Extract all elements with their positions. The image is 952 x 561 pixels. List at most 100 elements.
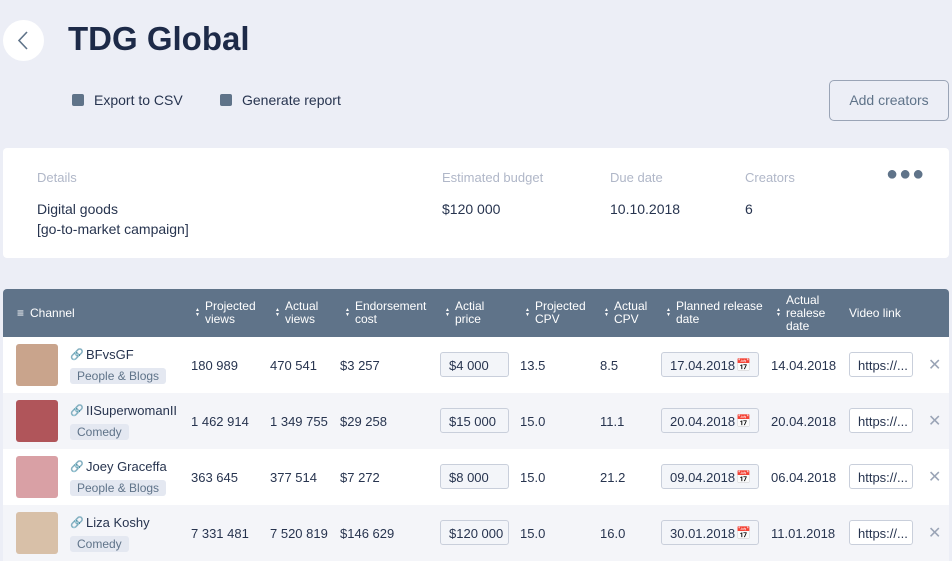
- column-header[interactable]: ▲ ▼ Planned release date: [666, 289, 768, 337]
- details-label: Details: [37, 170, 77, 185]
- channel-name[interactable]: Liza Koshy: [86, 515, 150, 530]
- video-link-input[interactable]: https://...: [849, 464, 913, 489]
- link-icon: 🔗: [70, 461, 84, 473]
- video-link-input[interactable]: https://...: [849, 408, 913, 433]
- column-title: Actual CPV: [613, 299, 648, 326]
- link-icon: 🔗: [70, 405, 84, 417]
- column-title: Actial price: [454, 299, 485, 326]
- column-header[interactable]: ▲ ▼ Actual realese date: [776, 289, 842, 337]
- category-tag-wrap: Comedy: [70, 423, 129, 441]
- actual-release-date: 20.04.2018: [771, 413, 837, 429]
- remove-button[interactable]: ✕: [928, 357, 942, 374]
- projected-cpv: 13.5: [520, 357, 546, 373]
- avatar: [16, 400, 58, 442]
- description-line: [go-to-market campaign]: [37, 221, 189, 237]
- sort-icon: ▲ ▼: [776, 307, 781, 318]
- endorsement-cost: $7 272: [340, 469, 380, 485]
- add-creators-button[interactable]: Add creators: [829, 80, 949, 121]
- channel-name[interactable]: IISuperwomanII: [86, 403, 178, 418]
- column-title: Endorsement cost: [354, 299, 427, 326]
- remove-button[interactable]: ✕: [928, 413, 942, 430]
- category-tag-wrap: People & Blogs: [70, 367, 167, 385]
- column-header[interactable]: ▲ ▼ Actual views: [275, 289, 343, 337]
- sort-icon: ▲ ▼: [345, 307, 350, 318]
- column-header[interactable]: ▲ ▼ Actual CPV: [604, 289, 660, 337]
- generate-report[interactable]: Generate report: [220, 92, 341, 108]
- category-tag: People & Blogs: [70, 368, 167, 384]
- column-title: Actual views: [284, 299, 319, 326]
- projected-views: 180 989: [191, 357, 238, 373]
- category-tag-wrap: People & Blogs: [70, 479, 167, 497]
- column-header[interactable]: ▲ ▼ Projected views: [195, 289, 269, 337]
- projected-views: 1 462 914: [191, 413, 249, 429]
- actual-cpv: 11.1: [600, 413, 625, 429]
- category-tag-wrap: Comedy: [70, 535, 129, 553]
- endorsement-cost: $3 257: [340, 357, 380, 373]
- projected-cpv: 15.0: [520, 525, 546, 541]
- more-menu[interactable]: ●●●: [886, 163, 926, 185]
- projected-cpv: 15.0: [520, 413, 546, 429]
- price-input[interactable]: $8 000: [440, 464, 509, 489]
- date-input[interactable]: 09.04.2018 📅: [661, 464, 759, 489]
- channel-name[interactable]: BFvsGF: [86, 347, 134, 362]
- column-header[interactable]: ▲ ▼ Projected CPV: [525, 289, 597, 337]
- description: Digital goods [go-to-market campaign]: [37, 199, 189, 239]
- column-header: ≡ Channel: [17, 289, 149, 337]
- page-title: TDG Global: [68, 20, 250, 57]
- avatar: [16, 512, 58, 554]
- actual-views: 7 520 819: [270, 525, 328, 541]
- back-icon: [17, 31, 28, 50]
- action-label: Export to CSV: [94, 92, 183, 108]
- column-title: Projected CPV: [534, 299, 586, 326]
- projected-views: 7 331 481: [191, 525, 249, 541]
- remove-button[interactable]: ✕: [928, 469, 942, 486]
- column-header[interactable]: ▲ ▼ Actial price: [445, 289, 513, 337]
- price-input[interactable]: $15 000: [440, 408, 509, 433]
- sort-icon: ▲ ▼: [195, 307, 200, 318]
- table-row: 🔗 BFvsGF People & Blogs 180 989 470 541 $3 25…: [3, 337, 949, 393]
- column-header[interactable]: ▲ ▼ Endorsement cost: [345, 289, 437, 337]
- column-title: Channel: [30, 305, 75, 320]
- action-label: Generate report: [242, 92, 341, 108]
- date-input[interactable]: 30.01.2018 📅: [661, 520, 759, 545]
- export-csv[interactable]: Export to CSV: [72, 92, 183, 108]
- calendar-icon: 📅: [736, 526, 751, 540]
- actual-cpv: 16.0: [600, 525, 626, 541]
- actual-views: 1 349 755: [270, 413, 328, 429]
- category-tag: Comedy: [70, 536, 129, 552]
- details-card: [3, 148, 949, 258]
- actual-release-date: 11.01.2018: [771, 525, 836, 541]
- table-header: ≡ Channel ▲ ▼ Projected views ▲ ▼ Actual views ▲…: [3, 289, 949, 337]
- projected-cpv: 15.0: [520, 469, 546, 485]
- avatar: [16, 456, 58, 498]
- endorsement-cost: $29 258: [340, 413, 387, 429]
- actual-views: 470 541: [270, 357, 317, 373]
- sort-icon: ▲ ▼: [666, 307, 671, 318]
- sort-icon: ▲ ▼: [525, 307, 530, 318]
- video-link-input[interactable]: https://...: [849, 352, 913, 377]
- category-tag: Comedy: [70, 424, 129, 440]
- remove-button[interactable]: ✕: [928, 525, 942, 542]
- date-input[interactable]: 17.04.2018 📅: [661, 352, 759, 377]
- actual-release-date: 06.04.2018: [771, 469, 837, 485]
- channel-name[interactable]: Joey Graceffa: [86, 459, 167, 474]
- price-input[interactable]: $4 000: [440, 352, 509, 377]
- table-row: 🔗 IISuperwomanII Comedy 1 462 914 1 349 755 $…: [3, 393, 949, 449]
- table-row: 🔗 Liza Koshy Comedy 7 331 481 7 520 819 $146 …: [3, 505, 949, 561]
- table-row: 🔗 Joey Graceffa People & Blogs 363 645 377 5…: [3, 449, 949, 505]
- budget-label: Estimated budget: [442, 170, 544, 185]
- video-link-input[interactable]: https://...: [849, 520, 913, 545]
- sort-icon: ▲ ▼: [275, 307, 280, 318]
- price-input[interactable]: $120 000: [440, 520, 509, 545]
- creators-value: 6: [745, 201, 753, 217]
- calendar-icon: 📅: [736, 470, 751, 484]
- sort-icon: ▲ ▼: [604, 307, 609, 318]
- column-title: Planned release date: [675, 299, 763, 326]
- sort-icon: ▲ ▼: [445, 307, 450, 318]
- column-title: Video link: [849, 305, 901, 320]
- date-input[interactable]: 20.04.2018 📅: [661, 408, 759, 433]
- back-button[interactable]: [3, 20, 44, 61]
- due-date-value: 10.10.2018: [610, 201, 681, 217]
- projected-views: 363 645: [191, 469, 238, 485]
